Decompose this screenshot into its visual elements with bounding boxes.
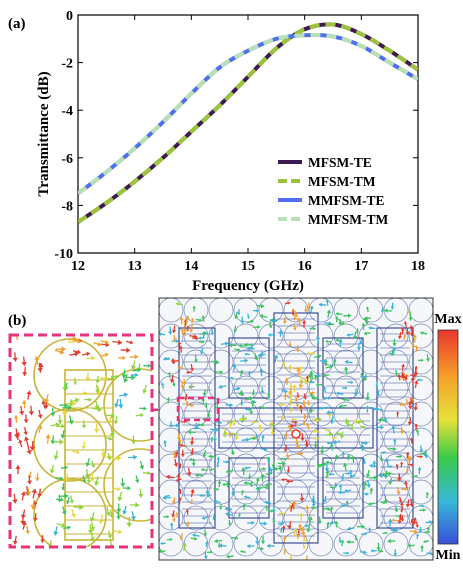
legend-label: MFSM-TE [308, 155, 372, 170]
x-tick-label: 16 [298, 259, 312, 274]
y-tick-label: -8 [61, 199, 73, 214]
colorbar: Max Min [434, 312, 461, 563]
panel-a-label: (a) [8, 16, 26, 32]
zoom-inset [10, 333, 176, 551]
x-tick-label: 14 [184, 259, 198, 274]
x-tick-label: 18 [411, 259, 425, 274]
x-tick-label: 12 [71, 259, 85, 274]
y-tick-label: 0 [66, 9, 73, 24]
legend-label: MMFSM-TM [308, 212, 388, 227]
panel-b-label: (b) [8, 313, 26, 329]
y-tick-label: -2 [61, 57, 73, 72]
x-tick-label: 15 [241, 259, 255, 274]
colorbar-max-label: Max [434, 312, 461, 327]
center-node [292, 430, 300, 438]
surface-current-map [159, 298, 433, 562]
plot-area: 12 13 14 15 16 17 18 0 -2 -4 -6 -8 -10 MFSM-TE MFSM-… [54, 9, 425, 274]
colorbar-min-label: Min [436, 548, 461, 563]
colorbar-gradient [438, 330, 458, 544]
x-axis-label: Frequency (GHz) [192, 278, 304, 294]
y-tick-label: -4 [61, 104, 73, 119]
legend-label: MMFSM-TE [308, 193, 385, 208]
y-axis-label: Transmittance (dB) [36, 71, 52, 196]
x-tick-label: 13 [128, 259, 142, 274]
x-tick-label: 17 [354, 259, 368, 274]
y-tick-label: -10 [54, 247, 73, 262]
y-tick-label: -6 [61, 152, 73, 167]
zoom-inset-background [10, 335, 152, 547]
legend-label: MFSM-TM [308, 174, 376, 189]
